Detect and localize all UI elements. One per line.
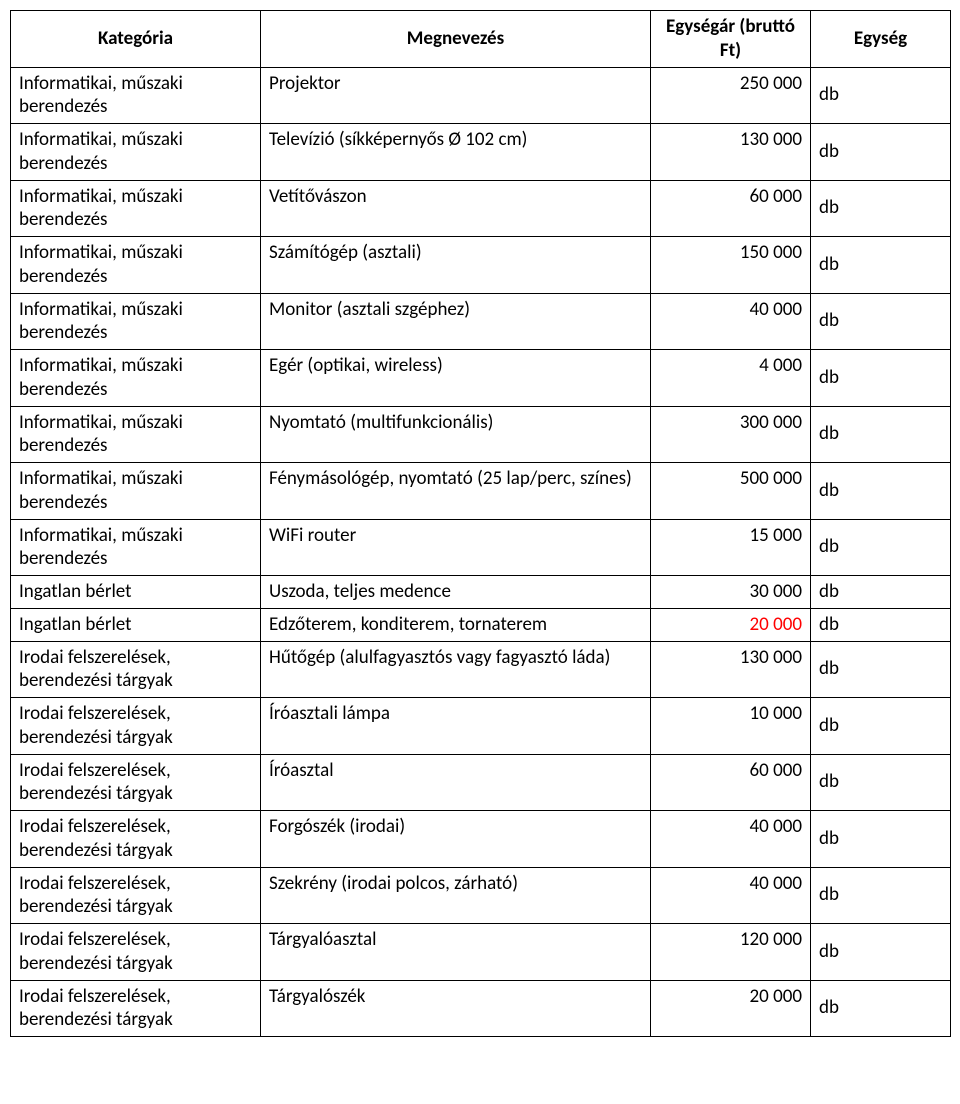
cell-name: Televízió (síkképernyős Ø 102 cm) bbox=[261, 124, 651, 181]
cell-unit: db bbox=[811, 180, 951, 237]
cell-name: Hűtőgép (alulfagyasztós vagy fagyasztó l… bbox=[261, 641, 651, 698]
table-row: Irodai felszerelések, berendezési tárgya… bbox=[11, 641, 951, 698]
cell-category: Irodai felszerelések, berendezési tárgya… bbox=[11, 754, 261, 811]
cell-name: Tárgyalóasztal bbox=[261, 924, 651, 981]
table-row: Ingatlan bérletEdzőterem, konditerem, to… bbox=[11, 608, 951, 641]
cell-price: 40 000 bbox=[651, 811, 811, 868]
cell-unit: db bbox=[811, 237, 951, 294]
cell-category: Informatikai, műszaki berendezés bbox=[11, 180, 261, 237]
cell-unit: db bbox=[811, 867, 951, 924]
cell-unit: db bbox=[811, 350, 951, 407]
cell-category: Irodai felszerelések, berendezési tárgya… bbox=[11, 641, 261, 698]
cell-name: Számítógép (asztali) bbox=[261, 237, 651, 294]
col-header-name: Megnevezés bbox=[261, 11, 651, 68]
table-row: Informatikai, műszaki berendezésEgér (op… bbox=[11, 350, 951, 407]
cell-unit: db bbox=[811, 576, 951, 609]
col-header-price: Egységár (bruttó Ft) bbox=[651, 11, 811, 68]
table-row: Irodai felszerelések, berendezési tárgya… bbox=[11, 924, 951, 981]
cell-price: 300 000 bbox=[651, 406, 811, 463]
table-header-row: Kategória Megnevezés Egységár (bruttó Ft… bbox=[11, 11, 951, 68]
cell-price: 40 000 bbox=[651, 867, 811, 924]
price-table: Kategória Megnevezés Egységár (bruttó Ft… bbox=[10, 10, 951, 1037]
table-row: Irodai felszerelések, berendezési tárgya… bbox=[11, 867, 951, 924]
cell-unit: db bbox=[811, 124, 951, 181]
cell-price: 130 000 bbox=[651, 641, 811, 698]
table-row: Informatikai, műszaki berendezésTelevízi… bbox=[11, 124, 951, 181]
table-row: Irodai felszerelések, berendezési tárgya… bbox=[11, 754, 951, 811]
cell-price: 500 000 bbox=[651, 463, 811, 520]
cell-price: 130 000 bbox=[651, 124, 811, 181]
table-row: Irodai felszerelések, berendezési tárgya… bbox=[11, 811, 951, 868]
cell-category: Informatikai, műszaki berendezés bbox=[11, 519, 261, 576]
cell-name: Fénymásológép, nyomtató (25 lap/perc, sz… bbox=[261, 463, 651, 520]
cell-unit: db bbox=[811, 641, 951, 698]
table-row: Ingatlan bérletUszoda, teljes medence30 … bbox=[11, 576, 951, 609]
cell-category: Informatikai, műszaki berendezés bbox=[11, 67, 261, 124]
cell-unit: db bbox=[811, 754, 951, 811]
cell-category: Irodai felszerelések, berendezési tárgya… bbox=[11, 867, 261, 924]
cell-price: 10 000 bbox=[651, 698, 811, 755]
cell-unit: db bbox=[811, 406, 951, 463]
cell-name: Uszoda, teljes medence bbox=[261, 576, 651, 609]
cell-price: 20 000 bbox=[651, 980, 811, 1037]
table-row: Informatikai, műszaki berendezésWiFi rou… bbox=[11, 519, 951, 576]
cell-category: Irodai felszerelések, berendezési tárgya… bbox=[11, 924, 261, 981]
cell-name: Edzőterem, konditerem, tornaterem bbox=[261, 608, 651, 641]
cell-category: Informatikai, műszaki berendezés bbox=[11, 463, 261, 520]
cell-unit: db bbox=[811, 980, 951, 1037]
cell-category: Irodai felszerelések, berendezési tárgya… bbox=[11, 980, 261, 1037]
cell-price: 4 000 bbox=[651, 350, 811, 407]
cell-price: 30 000 bbox=[651, 576, 811, 609]
cell-price: 60 000 bbox=[651, 180, 811, 237]
cell-name: Szekrény (irodai polcos, zárható) bbox=[261, 867, 651, 924]
col-header-category: Kategória bbox=[11, 11, 261, 68]
cell-category: Informatikai, műszaki berendezés bbox=[11, 124, 261, 181]
cell-name: Vetítővászon bbox=[261, 180, 651, 237]
col-header-unit: Egység bbox=[811, 11, 951, 68]
cell-category: Informatikai, műszaki berendezés bbox=[11, 350, 261, 407]
cell-price: 60 000 bbox=[651, 754, 811, 811]
table-row: Informatikai, műszaki berendezésSzámítóg… bbox=[11, 237, 951, 294]
cell-price: 250 000 bbox=[651, 67, 811, 124]
cell-unit: db bbox=[811, 293, 951, 350]
cell-price: 15 000 bbox=[651, 519, 811, 576]
table-row: Irodai felszerelések, berendezési tárgya… bbox=[11, 698, 951, 755]
table-row: Irodai felszerelések, berendezési tárgya… bbox=[11, 980, 951, 1037]
cell-price: 40 000 bbox=[651, 293, 811, 350]
cell-unit: db bbox=[811, 924, 951, 981]
cell-unit: db bbox=[811, 698, 951, 755]
cell-category: Irodai felszerelések, berendezési tárgya… bbox=[11, 698, 261, 755]
cell-category: Informatikai, műszaki berendezés bbox=[11, 406, 261, 463]
cell-name: WiFi router bbox=[261, 519, 651, 576]
cell-unit: db bbox=[811, 463, 951, 520]
cell-category: Ingatlan bérlet bbox=[11, 576, 261, 609]
cell-category: Informatikai, műszaki berendezés bbox=[11, 237, 261, 294]
cell-name: Forgószék (irodai) bbox=[261, 811, 651, 868]
cell-unit: db bbox=[811, 811, 951, 868]
cell-name: Tárgyalószék bbox=[261, 980, 651, 1037]
table-row: Informatikai, műszaki berendezésNyomtató… bbox=[11, 406, 951, 463]
cell-name: Íróasztal bbox=[261, 754, 651, 811]
cell-name: Egér (optikai, wireless) bbox=[261, 350, 651, 407]
table-row: Informatikai, műszaki berendezésMonitor … bbox=[11, 293, 951, 350]
cell-name: Projektor bbox=[261, 67, 651, 124]
table-row: Informatikai, műszaki berendezésProjekto… bbox=[11, 67, 951, 124]
cell-category: Informatikai, műszaki berendezés bbox=[11, 293, 261, 350]
cell-price: 150 000 bbox=[651, 237, 811, 294]
cell-unit: db bbox=[811, 608, 951, 641]
cell-unit: db bbox=[811, 519, 951, 576]
cell-price: 120 000 bbox=[651, 924, 811, 981]
cell-unit: db bbox=[811, 67, 951, 124]
cell-price: 20 000 bbox=[651, 608, 811, 641]
cell-name: Nyomtató (multifunkcionális) bbox=[261, 406, 651, 463]
table-row: Informatikai, műszaki berendezésVetítővá… bbox=[11, 180, 951, 237]
cell-category: Ingatlan bérlet bbox=[11, 608, 261, 641]
cell-name: Monitor (asztali szgéphez) bbox=[261, 293, 651, 350]
table-row: Informatikai, műszaki berendezésFénymáso… bbox=[11, 463, 951, 520]
cell-category: Irodai felszerelések, berendezési tárgya… bbox=[11, 811, 261, 868]
cell-name: Íróasztali lámpa bbox=[261, 698, 651, 755]
